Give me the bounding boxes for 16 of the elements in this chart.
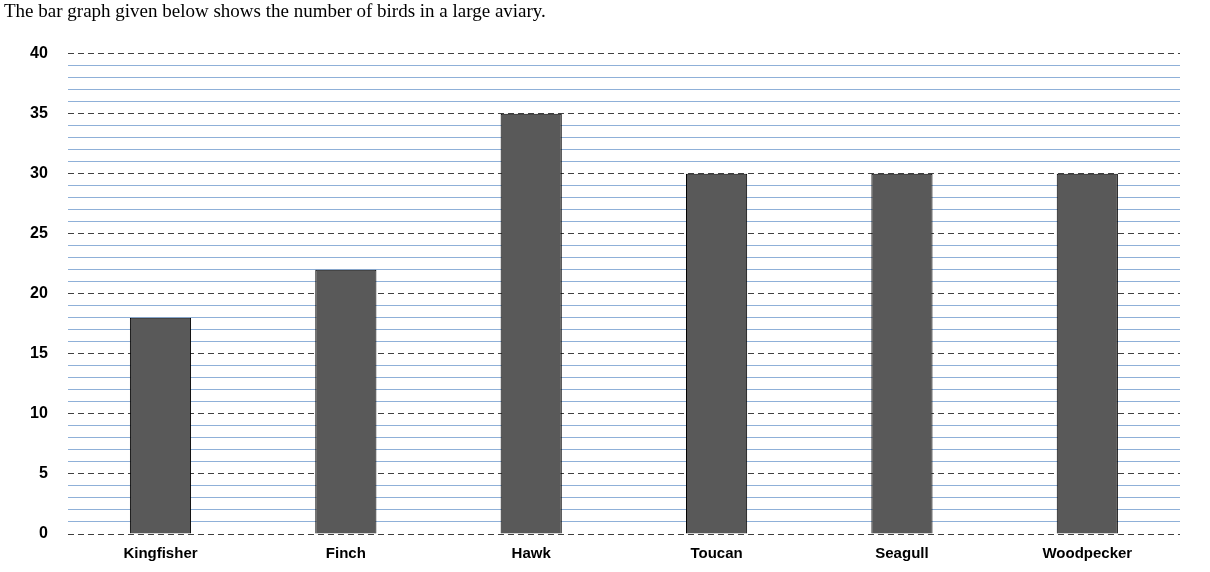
x-tick-label: Hawk: [511, 544, 552, 562]
y-tick-label: 30: [30, 164, 48, 182]
y-tick-label: 40: [30, 44, 48, 62]
x-tick-label: Woodpecker: [1042, 544, 1133, 562]
chart-title: The bar graph given below shows the number of birds in a large aviary.: [3, 0, 547, 23]
y-tick-label: 35: [30, 104, 48, 122]
y-tick-label: 25: [30, 224, 48, 242]
x-tick-label: Toucan: [690, 544, 743, 562]
y-tick-label: 20: [30, 284, 48, 302]
x-tick-label: Finch: [325, 544, 366, 562]
y-tick-label: 5: [38, 464, 48, 482]
x-tick-label: Seagull: [875, 544, 929, 562]
y-tick-label: 0: [38, 524, 48, 542]
y-tick-label: 15: [30, 344, 48, 362]
x-tick-label: Kingfisher: [123, 544, 198, 562]
y-tick-label: 10: [30, 404, 48, 422]
